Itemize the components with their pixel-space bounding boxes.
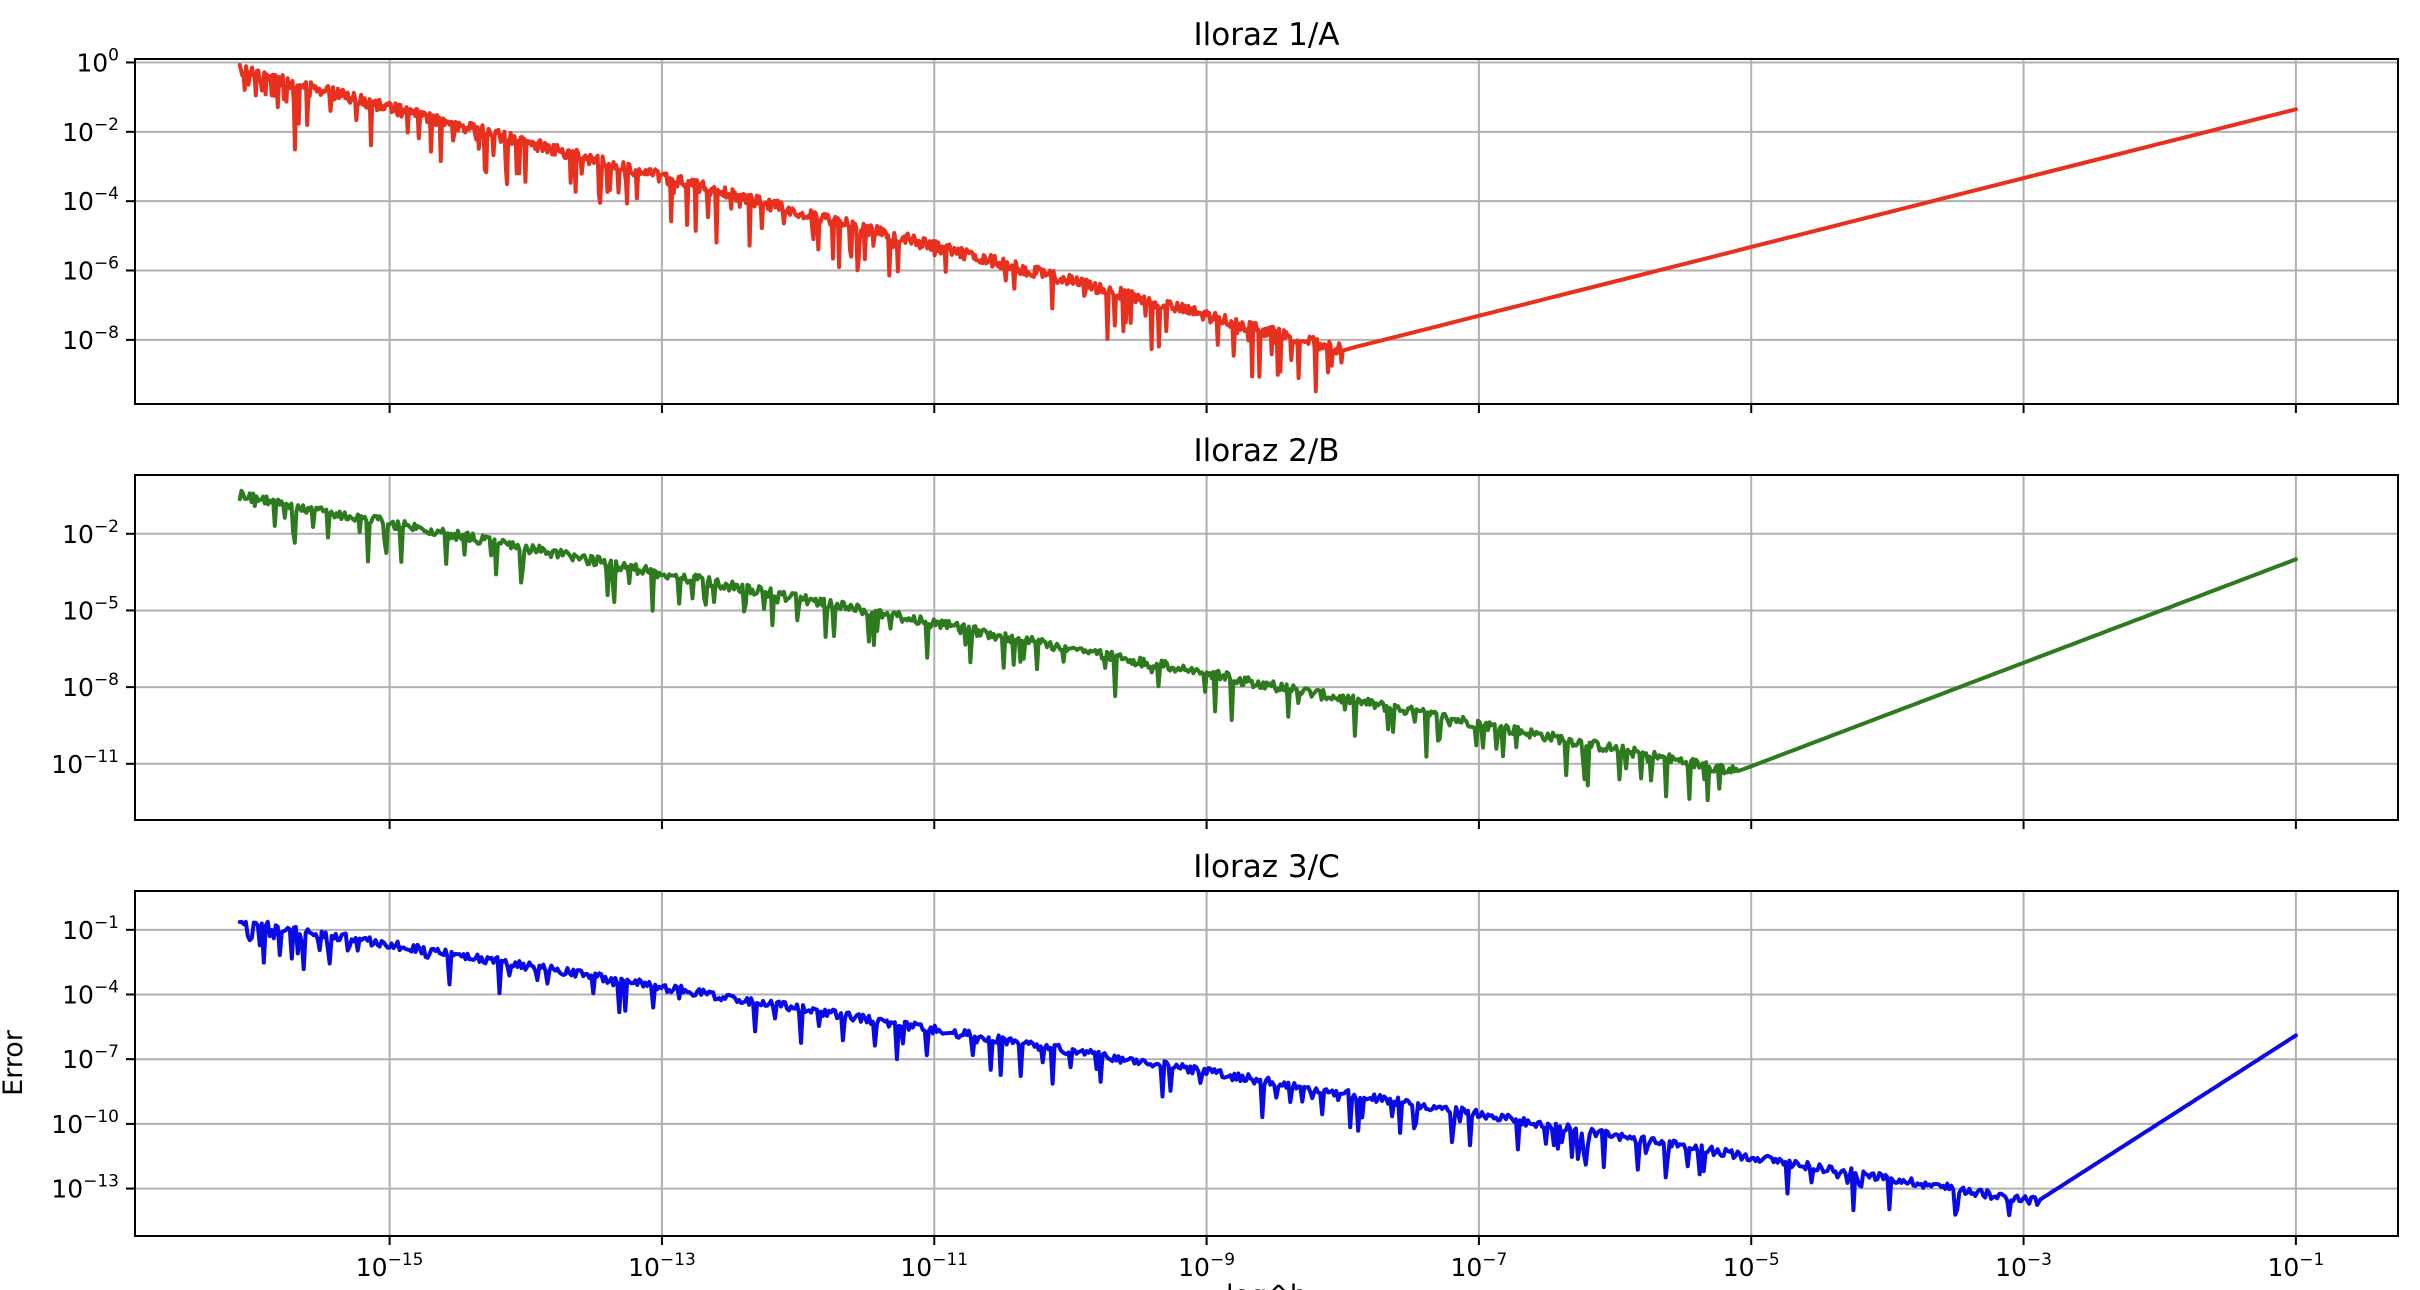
axes-frame: [134, 474, 2399, 821]
axes-frame: [134, 58, 2399, 405]
y-tick-label: 10−6: [62, 254, 119, 286]
y-tick-label: 10−10: [51, 1107, 119, 1139]
y-tick-label: 10−4: [62, 978, 119, 1010]
y-tick-label: 10−8: [62, 670, 119, 702]
x-tick-label: 10−11: [900, 1250, 968, 1282]
axes-frame: [134, 890, 2399, 1237]
x-tick-label: 10−1: [2267, 1250, 2324, 1282]
x-tick-label: 10−7: [1450, 1250, 1507, 1282]
series-line-2: [237, 488, 2298, 803]
x-tick-label: 10−13: [628, 1250, 696, 1282]
series-line-1: [237, 63, 2298, 394]
y-tick-label: 10−2: [62, 517, 119, 549]
y-tick-label: 10−5: [62, 593, 119, 625]
y-tick-label: 10−2: [62, 115, 119, 147]
y-tick-label: 10−8: [62, 323, 119, 355]
y-tick-label: 10−11: [51, 747, 119, 779]
panel-title: Iloraz 1/A: [1194, 17, 1340, 53]
y-tick-label: 100: [76, 45, 119, 77]
panel-title: Iloraz 3/C: [1193, 849, 1339, 885]
y-tick-label: 10−1: [62, 913, 119, 945]
y-tick-label: 10−7: [62, 1042, 119, 1074]
x-tick-label: 10−15: [356, 1250, 424, 1282]
y-tick-label: 10−4: [62, 184, 119, 216]
x-tick-label: 10−5: [1723, 1250, 1780, 1282]
x-tick-label: 10−3: [1995, 1250, 2052, 1282]
series-line-3: [237, 919, 2298, 1218]
x-axis-label: log^h: [1226, 1280, 1307, 1290]
y-axis-label: Error: [0, 1029, 29, 1096]
x-tick-label: 10−9: [1178, 1250, 1235, 1282]
panel-title: Iloraz 2/B: [1193, 433, 1339, 469]
y-tick-label: 10−13: [51, 1172, 119, 1204]
